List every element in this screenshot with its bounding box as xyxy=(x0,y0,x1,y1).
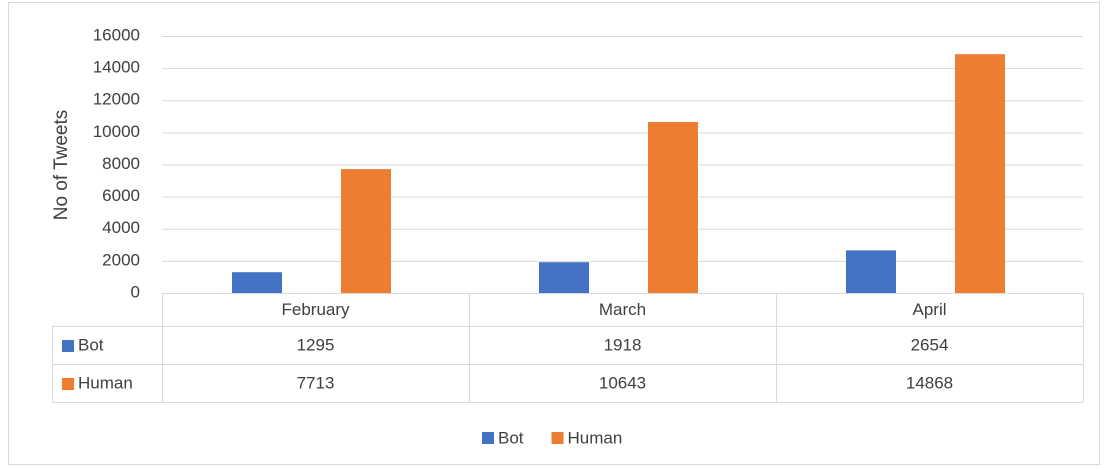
legend-label: Human xyxy=(568,428,623,447)
y-tick-label: 2000 xyxy=(102,250,140,269)
bar xyxy=(846,250,896,293)
table-cell: 14868 xyxy=(906,373,953,392)
y-tick-label: 12000 xyxy=(93,90,140,109)
table-cell: 1295 xyxy=(297,335,335,354)
y-tick-label: 0 xyxy=(131,282,140,301)
legend-key xyxy=(482,432,494,444)
y-tick-label: 14000 xyxy=(93,58,140,77)
legend-key xyxy=(551,432,564,444)
table-cell: 1918 xyxy=(604,335,642,354)
chart-frame xyxy=(8,2,1100,465)
bar xyxy=(232,272,282,293)
legend-label: Bot xyxy=(498,428,524,447)
y-tick-label: 4000 xyxy=(102,218,140,237)
bar xyxy=(539,262,589,293)
y-axis-title: No of Tweets xyxy=(51,110,72,221)
table-row-label: Bot xyxy=(78,335,104,354)
bar xyxy=(955,54,1005,293)
table-cell: 2654 xyxy=(911,335,949,354)
y-tick-label: 6000 xyxy=(102,186,140,205)
y-tick-label: 16000 xyxy=(93,25,140,44)
x-tick-label: March xyxy=(599,300,646,319)
table-legend-key xyxy=(62,378,74,390)
bar xyxy=(648,122,698,293)
table-legend-key xyxy=(62,340,74,352)
y-tick-label: 8000 xyxy=(102,154,140,173)
table-cell: 7713 xyxy=(297,373,335,392)
table-cell: 10643 xyxy=(599,373,646,392)
x-tick-label: February xyxy=(281,300,350,319)
y-tick-label: 10000 xyxy=(93,122,140,141)
x-tick-label: April xyxy=(912,300,946,319)
bar xyxy=(341,169,391,293)
table-row-label: Human xyxy=(78,373,133,392)
